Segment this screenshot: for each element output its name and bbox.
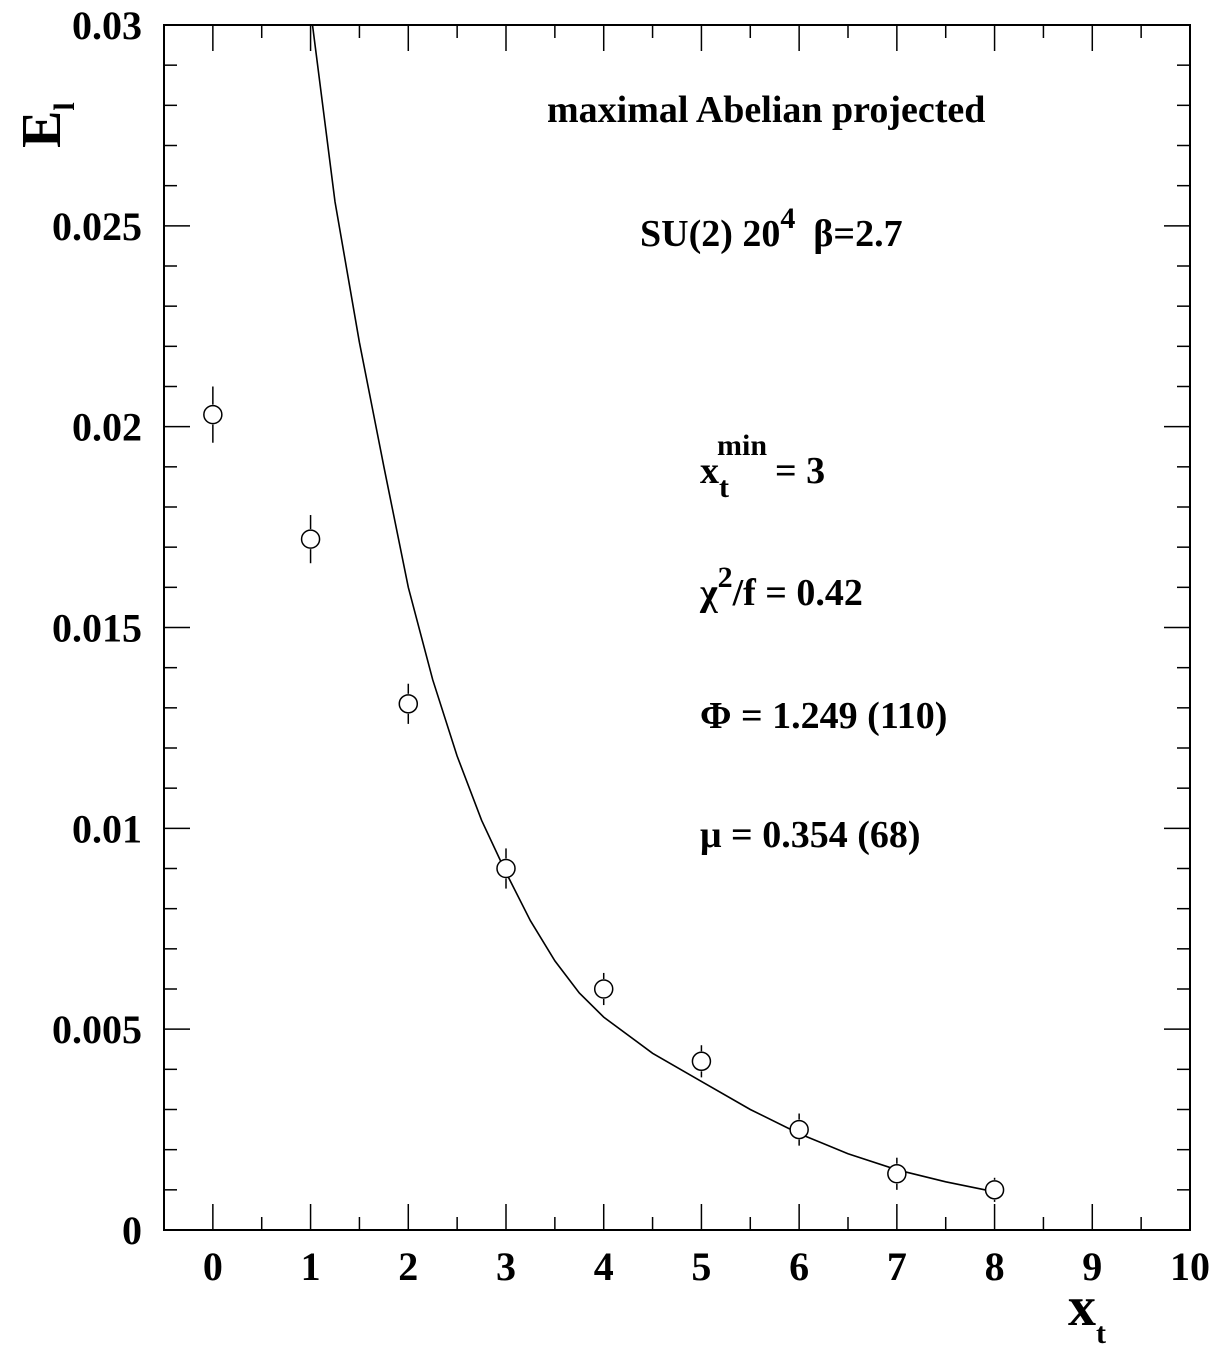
y-axis-title-sub: l — [48, 102, 81, 110]
x-tick-label: 2 — [398, 1244, 418, 1289]
y-tick-label: 0.02 — [72, 405, 142, 450]
plot-frame — [163, 24, 1191, 1231]
data-point — [887, 1157, 907, 1190]
x-axis-title-main: x — [1068, 1276, 1096, 1338]
annotation-xtmin: xt min= 3 — [700, 429, 825, 504]
annotation-lattice-prefix: SU(2) 20 — [640, 213, 780, 255]
annotation-chi2: χ2/f = 0.42 — [699, 561, 863, 614]
annotation-phi: Φ = 1.249 (110) — [700, 695, 947, 737]
data-point — [593, 972, 614, 1006]
y-axis-ticks — [164, 24, 1190, 1231]
y-tick-label: 0.015 — [52, 606, 142, 651]
annotation-title: maximal Abelian projected — [547, 89, 985, 131]
y-axis-title: El — [11, 102, 81, 148]
point-marker — [887, 1164, 907, 1184]
y-tick-label: 0.025 — [52, 204, 142, 249]
x-tick-label: 0 — [203, 1244, 223, 1289]
data-point — [300, 515, 321, 564]
annotation-xtmin-sup: min — [717, 429, 767, 462]
x-tick-label: 1 — [301, 1244, 321, 1289]
data-point — [496, 848, 516, 889]
data-point — [691, 1045, 712, 1078]
annotation-chi2-sup: 2 — [718, 561, 733, 594]
data-point — [984, 1177, 1005, 1202]
point-marker — [496, 858, 516, 879]
y-tick-label: 0.01 — [72, 806, 142, 851]
annotation-chi2-chi: χ — [699, 572, 718, 614]
x-tick-label: 6 — [789, 1244, 809, 1289]
point-marker — [593, 979, 614, 999]
x-tick-labels: 0 1 2 3 4 5 6 7 8 9 10 — [203, 1244, 1210, 1289]
point-marker — [691, 1051, 712, 1072]
x-tick-label: 7 — [887, 1244, 907, 1289]
x-tick-label: 4 — [594, 1244, 614, 1289]
x-axis-title: xt — [1068, 1276, 1106, 1350]
point-marker — [203, 404, 223, 425]
fit-curve — [311, 24, 995, 1193]
x-axis-ticks — [163, 25, 1191, 1230]
annotation-lattice-beta: β=2.7 — [813, 213, 902, 255]
point-marker — [789, 1119, 809, 1140]
point-marker — [398, 694, 419, 714]
x-tick-label: 3 — [496, 1244, 516, 1289]
annotation-xtmin-sub: t — [719, 471, 729, 504]
point-marker — [300, 529, 321, 549]
x-tick-label: 10 — [1170, 1244, 1210, 1289]
y-tick-labels: 0 0.005 0.01 0.015 0.02 0.025 0.03 — [52, 3, 142, 1253]
data-point — [398, 683, 419, 724]
data-point — [203, 386, 223, 443]
x-axis-title-sub: t — [1096, 1317, 1106, 1350]
annotation-xtmin-x: x — [700, 450, 719, 492]
x-tick-label: 5 — [691, 1244, 711, 1289]
annotation-mu: μ = 0.354 (68) — [700, 814, 921, 856]
x-tick-label: 9 — [1082, 1244, 1102, 1289]
data-points — [203, 386, 1005, 1202]
y-tick-label: 0.005 — [52, 1007, 142, 1052]
annotation-chi2-rest: /f = 0.42 — [732, 572, 863, 614]
annotation-lattice-sup: 4 — [780, 202, 795, 235]
point-marker — [984, 1180, 1005, 1200]
annotation-xtmin-rest: = 3 — [775, 450, 825, 492]
y-axis-title-main: E — [11, 111, 73, 148]
y-tick-label: 0.03 — [72, 3, 142, 48]
x-tick-label: 8 — [985, 1244, 1005, 1289]
data-point — [789, 1113, 809, 1146]
annotation-lattice: SU(2) 204 β=2.7 — [640, 202, 903, 255]
y-tick-label: 0 — [122, 1208, 142, 1253]
